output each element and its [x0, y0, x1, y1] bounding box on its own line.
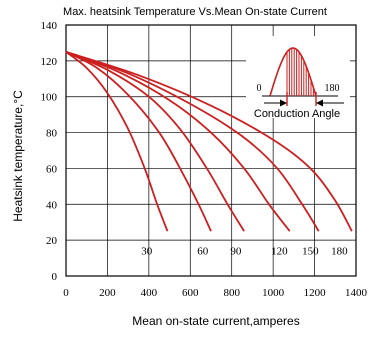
series-label-150: 150: [302, 245, 319, 257]
x-axis-label: Mean on-state current,amperes: [132, 314, 299, 328]
y-tick-label: 100: [41, 92, 58, 104]
chart-title: Max. heatsink Temperature Vs.Mean On-sta…: [63, 6, 327, 18]
series-line-30: [65, 51, 169, 232]
left-arrow-head: [280, 99, 287, 107]
inset-right-label: 180: [325, 83, 340, 94]
series-label-30: 30: [141, 245, 153, 257]
inset-caption: Conduction Angle: [254, 108, 340, 120]
inset-left-label: 0: [257, 83, 262, 94]
series-label-60: 60: [197, 245, 209, 257]
series-line-180: [65, 51, 353, 232]
y-tick-label: 60: [46, 163, 58, 175]
x-tick-label: 400: [141, 287, 158, 299]
x-tick-label: 1000: [262, 287, 285, 299]
conduction-angle-inset: 0 180 Conduction Angle: [246, 36, 350, 120]
series-line-150: [65, 51, 320, 232]
x-tick-label: 1200: [304, 287, 327, 299]
y-tick-label: 0: [52, 271, 58, 283]
series-label-90: 90: [230, 245, 242, 257]
inset-background: [246, 36, 350, 118]
plot-area: 0 200 400 600 800 1000 1200 1400020406080100120…: [41, 20, 368, 299]
x-tick-label: 800: [223, 287, 240, 299]
series-label-180: 180: [331, 245, 348, 257]
y-tick-label: 120: [41, 56, 58, 68]
y-tick-label: 140: [41, 20, 58, 32]
right-arrow-head: [316, 99, 323, 107]
y-tick-label: 20: [46, 235, 58, 247]
half-sine-wave: [269, 47, 317, 97]
plot-frame: [65, 24, 357, 277]
x-tick-label: 600: [182, 287, 199, 299]
y-axis-label: Heatsink temperature,°C: [11, 90, 25, 222]
x-tick-label: 200: [99, 287, 116, 299]
series-line-90: [65, 51, 245, 232]
x-tick-label: 1400: [345, 287, 368, 299]
y-tick-label: 80: [46, 128, 58, 140]
series-label-120: 120: [271, 245, 288, 257]
series-line-120: [65, 51, 291, 232]
series-line-60: [65, 51, 212, 232]
y-tick-label: 40: [46, 199, 58, 211]
x-tick-label: 0: [63, 287, 69, 299]
